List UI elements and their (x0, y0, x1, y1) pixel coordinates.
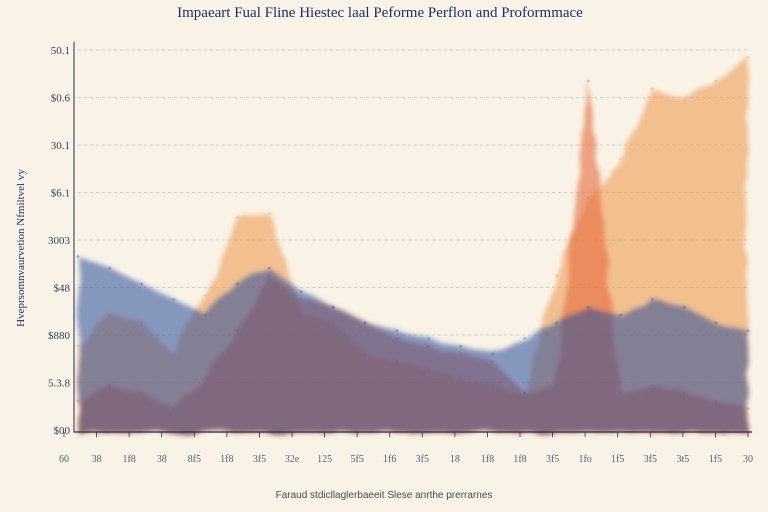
y-tick-label: $48 (54, 283, 71, 295)
data-point (682, 99, 686, 102)
series-areas (76, 56, 750, 432)
data-point (427, 337, 431, 340)
x-tick-label: 1f8 (513, 454, 526, 465)
data-point (587, 306, 590, 309)
data-point (172, 298, 175, 301)
x-tick-label: 3f5 (416, 454, 429, 465)
y-tick-label: $0.6 (51, 93, 71, 105)
y-tick-label: $880 (48, 330, 71, 342)
y-tick-label: $00 (54, 425, 71, 437)
data-point (459, 345, 463, 348)
x-tick-label: 3t5 (676, 454, 689, 465)
x-tick-labels: 60 38 1f8 38 8f5 1f8 3f5 32e 125 5f5 1f6 3f5 18 1f8 1f… (59, 432, 753, 465)
data-point (363, 321, 367, 324)
x-tick-label: 1f6 (383, 454, 396, 465)
data-point (236, 282, 239, 285)
data-point (651, 87, 654, 91)
x-tick-label: 1f8 (122, 454, 135, 465)
x-tick-label: 3f5 (546, 454, 559, 465)
data-point (555, 274, 558, 278)
x-tick-label: 1fo (578, 454, 591, 465)
data-point (682, 306, 686, 309)
data-point (268, 267, 271, 270)
data-point (491, 352, 494, 356)
data-point (746, 329, 750, 332)
data-point (587, 79, 590, 83)
y-tick-label: 3003 (48, 235, 71, 247)
data-point (236, 216, 239, 219)
data-point (619, 157, 622, 161)
data-point (395, 329, 399, 332)
data-point (714, 79, 718, 83)
data-point (268, 212, 271, 215)
data-point (523, 337, 526, 340)
data-point (108, 267, 112, 270)
data-point (332, 306, 335, 309)
y-tick-label: 5.3.8 (48, 378, 71, 390)
y-tick-label: $6.1 (51, 188, 70, 200)
x-tick-label: 38 (92, 454, 102, 465)
x-tick-label: 1f5 (611, 454, 624, 465)
data-point (714, 321, 718, 324)
x-tick-label: 3f5 (644, 454, 657, 465)
x-tick-label: 38 (157, 454, 167, 465)
y-axis-label: Hveprsomnvaurvetion Nfmiltvel vy (15, 169, 27, 327)
data-point (555, 321, 558, 324)
y-tick-label: 30.1 (51, 140, 70, 152)
data-point (619, 313, 622, 317)
data-point (746, 56, 750, 59)
x-tick-label: 18 (450, 454, 460, 465)
x-tick-label: 8f5 (188, 454, 201, 465)
chart-footnote: Faraud stdicllaglerbaeeit Slese anrthe p… (276, 490, 493, 501)
series-area-2 (78, 256, 748, 432)
x-tick-label: 1f5 (709, 454, 722, 465)
x-tick-label: 30 (743, 454, 753, 465)
x-tick-label: 5f5 (350, 454, 363, 465)
y-tick-label: 50.1 (51, 45, 70, 57)
x-tick-label: 1f8 (220, 454, 233, 465)
x-tick-label: 60 (59, 454, 69, 465)
data-point (651, 298, 654, 301)
data-point (204, 313, 207, 317)
x-tick-label: 1f8 (481, 454, 494, 465)
data-point (300, 290, 303, 293)
chart-title: Impaeart Fual Fline Hiestec laal Peforme… (177, 5, 583, 21)
data-point (76, 255, 80, 258)
x-tick-label: 32e (285, 454, 300, 465)
data-point (204, 294, 207, 297)
y-tick-labels: 50.1 $0.6 30.1 $6.1 3003 $48 $880 5.3.8 $00 (48, 45, 71, 437)
data-point (140, 282, 144, 285)
x-tick-label: 3f5 (253, 454, 266, 465)
x-tick-label: 125 (317, 454, 332, 465)
